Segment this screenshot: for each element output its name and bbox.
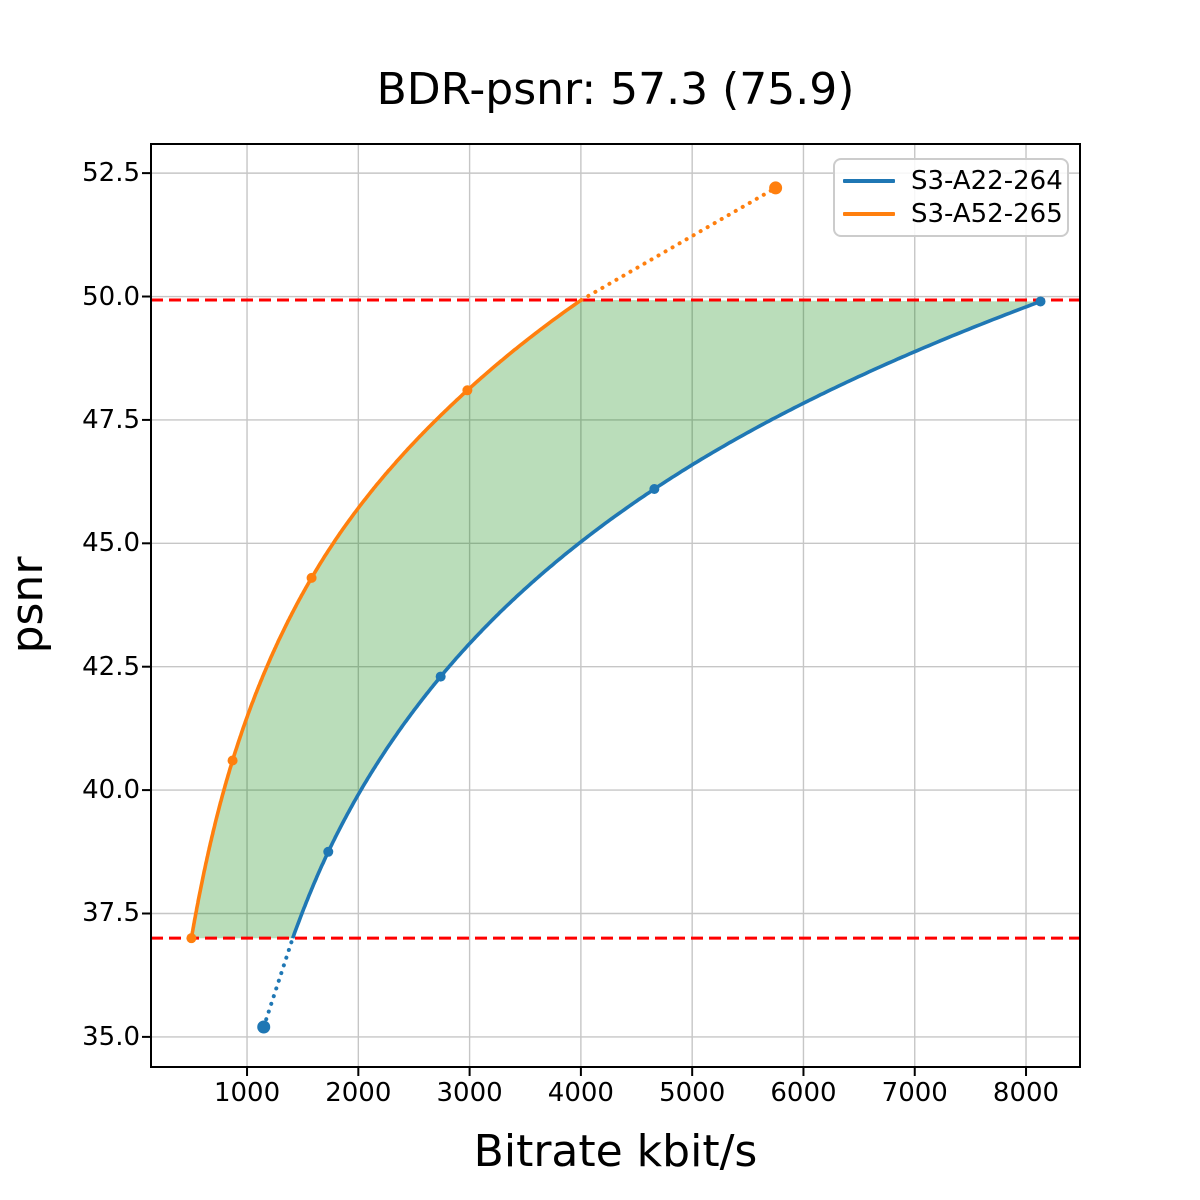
legend-label: S3-A22-264 (911, 165, 1063, 196)
x-tick-label: 7000 (881, 1078, 948, 1108)
legend-label: S3-A52-265 (911, 199, 1063, 230)
legend-item: S3-A52-265 (843, 199, 1063, 229)
y-tick-label: 45.0 (82, 528, 140, 559)
series-curve-solid (290, 299, 1042, 939)
plot-frame (150, 143, 1081, 1068)
legend-line-icon (843, 212, 895, 217)
x-tick-label: 1000 (213, 1078, 281, 1108)
y-tick-label: 42.5 (82, 651, 140, 682)
x-tick-label: 8000 (992, 1078, 1060, 1108)
data-point (306, 572, 317, 583)
data-point (1035, 296, 1046, 307)
data-point (227, 755, 238, 766)
x-tick-label: 5000 (659, 1078, 726, 1108)
y-tick-label: 35.0 (82, 1021, 140, 1052)
series-curve-dotted (579, 185, 778, 302)
y-tick-label: 40.0 (82, 775, 140, 806)
data-point (649, 484, 660, 495)
y-tick-label: 47.5 (82, 404, 140, 435)
data-point (323, 846, 334, 857)
series-curve-dotted (261, 936, 295, 1029)
legend-line-icon (843, 178, 895, 183)
legend-item: S3-A22-264 (843, 166, 1063, 196)
data-point (435, 671, 446, 682)
x-tick-label: 3000 (436, 1078, 503, 1108)
data-point (769, 181, 783, 195)
data-point (257, 1020, 271, 1034)
x-tick-label: 4000 (547, 1078, 614, 1108)
x-tick-label: 2000 (325, 1078, 392, 1108)
data-point (462, 385, 473, 396)
data-point (186, 933, 197, 944)
shaded-area (191, 300, 1041, 939)
x-tick-label: 6000 (770, 1078, 837, 1108)
y-tick-label: 50.0 (82, 281, 140, 312)
series-curve-solid (189, 298, 583, 939)
x-axis-label: Bitrate kbit/s (473, 1126, 758, 1177)
legend: S3-A22-264 S3-A52-265 (833, 158, 1069, 237)
y-tick-label: 52.5 (82, 158, 140, 189)
chart-title: BDR-psnr: 57.3 (75.9) (376, 64, 855, 115)
y-tick-label: 37.5 (82, 898, 140, 929)
